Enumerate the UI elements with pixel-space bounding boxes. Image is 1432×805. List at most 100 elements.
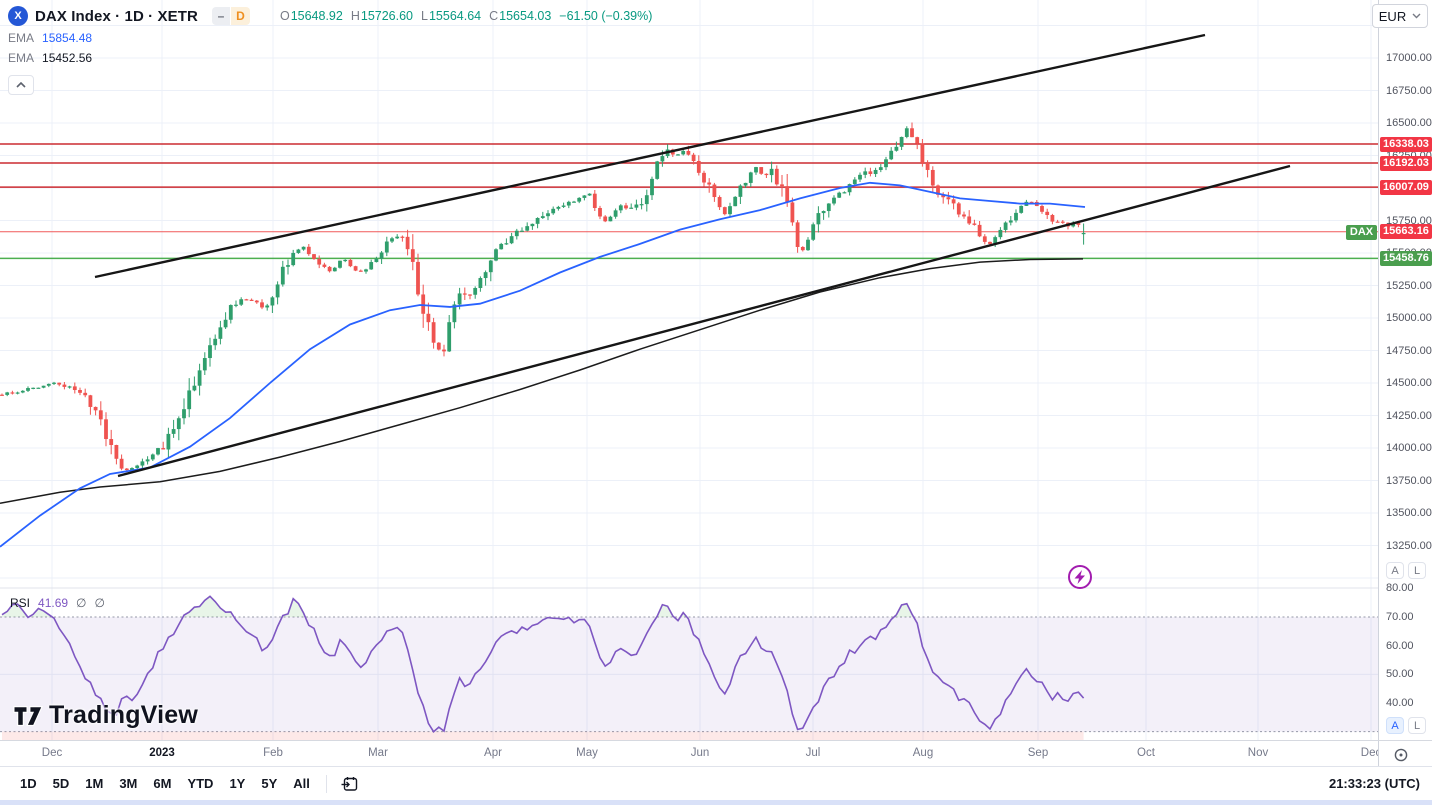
price-tag: 15458.76 (1380, 250, 1432, 266)
close-value: 15654.03 (499, 9, 552, 23)
gear-dot-icon (1394, 748, 1408, 762)
source-interval-badge[interactable]: – D (211, 7, 250, 25)
price-tick: 15750.00 (1386, 214, 1432, 227)
chevron-down-icon (1412, 13, 1421, 19)
grid-group (0, 0, 1378, 740)
bottom-toolbar: 1D 5D 1M 3M 6M YTD 1Y 5Y All 21:33:23 (UTC) (0, 766, 1432, 800)
price-chart-svg[interactable] (0, 0, 1378, 740)
ema-slow-legend[interactable]: EMA 15452.56 (8, 49, 652, 67)
range-button-5Y[interactable]: 5Y (261, 776, 278, 791)
price-tick: 15000.00 (1386, 312, 1432, 324)
main-pane-scale-buttons: A L (1386, 562, 1426, 579)
range-button-1D[interactable]: 1D (20, 776, 37, 791)
ema-slow-label: EMA (8, 51, 35, 65)
rsi-band (0, 617, 1378, 732)
symbol-price-tag: DAX (1346, 225, 1377, 241)
range-button-1M[interactable]: 1M (85, 776, 104, 791)
price-tag: 15663.16 (1380, 224, 1432, 240)
timeline-month-label[interactable]: Oct (1137, 747, 1155, 759)
range-buttons: 1D 5D 1M 3M 6M YTD 1Y 5Y All (14, 773, 320, 794)
ema-fast-value: 15854.48 (42, 31, 93, 45)
main-chart[interactable]: DAX (0, 0, 1378, 740)
range-button-5D[interactable]: 5D (52, 776, 70, 791)
lightning-icon[interactable] (1068, 565, 1092, 589)
currency-selector[interactable]: EUR (1372, 4, 1428, 28)
price-tick: 14500.00 (1386, 377, 1432, 389)
change-value: −61.50 (−0.39%) (559, 9, 653, 23)
rsi-tick: 60.00 (1386, 639, 1414, 652)
timezone-settings-button[interactable] (1391, 745, 1411, 765)
high-value: 15726.60 (360, 9, 414, 23)
rsi-line[interactable] (1, 595, 1085, 733)
range-button-1Y[interactable]: 1Y (229, 776, 246, 791)
price-tick: 14250.00 (1386, 409, 1432, 422)
rsi-tick: 70.00 (1386, 611, 1414, 623)
collapse-legend-button[interactable] (8, 75, 34, 95)
price-tick: 13500.00 (1386, 507, 1432, 519)
time-axis-labels: Dec 2023 Feb Mar Apr May Jun Jul Aug Sep Oct Nov Dec (0, 741, 1378, 767)
high-label: H (350, 9, 360, 23)
time-axis[interactable]: Dec 2023 Feb Mar Apr May Jun Jul Aug Sep Oct Nov Dec (0, 740, 1432, 767)
go-to-date-button[interactable] (337, 773, 363, 795)
timeline-month-label[interactable]: Nov (1247, 747, 1269, 759)
timeline-month-label[interactable]: Jun (690, 747, 710, 759)
timeline-month-label[interactable]: Sep (1027, 747, 1049, 759)
timeline-month-label[interactable]: Feb (263, 747, 283, 759)
timeline-month-label[interactable]: Jul (805, 747, 821, 759)
rsi-auto-scale-button[interactable]: A (1386, 717, 1404, 734)
trendline-upper[interactable] (94, 33, 1206, 279)
timeline-month-label[interactable]: May (576, 747, 598, 759)
price-tick: 17000.00 (1386, 52, 1432, 64)
price-tag: 16338.03 (1380, 136, 1432, 152)
rsi-log-scale-button[interactable]: L (1408, 717, 1426, 734)
symbol-title[interactable]: DAX Index · 1D · XETR (35, 7, 198, 25)
rsi-value: 41.69 (38, 596, 69, 610)
calendar-arrow-icon (341, 776, 358, 791)
price-tick: 14750.00 (1386, 344, 1432, 357)
range-button-3M[interactable]: 3M (119, 776, 138, 791)
timeline-month-label[interactable]: Dec (1360, 747, 1378, 759)
clock[interactable]: 21:33:23 (UTC) (1328, 776, 1420, 791)
interval-badge[interactable]: D (230, 7, 250, 25)
ohlc-values: O 15648.92 H 15726.60 L 15564.64 C 15654.03 … (272, 9, 652, 23)
ema-slow-value: 15452.56 (42, 51, 93, 65)
ema-fast-label: EMA (8, 31, 35, 45)
price-scale[interactable]: A L A L 17000.0016750.0016500.0016250.00… (1378, 0, 1432, 740)
price-tick: 13750.00 (1386, 474, 1432, 487)
ema-slow-line[interactable] (0, 258, 1084, 504)
low-label: L (421, 9, 428, 23)
price-tick: 13250.00 (1386, 539, 1432, 552)
rsi-legend[interactable]: RSI 41.69 ∅ ∅ (10, 596, 105, 610)
rsi-smoothing-empty-1: ∅ (76, 596, 87, 610)
range-button-All[interactable]: All (293, 776, 310, 791)
symbol-logo-icon: X (8, 6, 28, 26)
rsi-tick: 40.00 (1386, 697, 1414, 709)
dash-toggle-icon[interactable]: – (211, 7, 230, 25)
price-tick: 15250.00 (1386, 279, 1432, 292)
tradingview-watermark[interactable]: TradingView (13, 701, 198, 730)
timeline-month-label[interactable]: Apr (484, 747, 502, 759)
price-tag: 16007.09 (1380, 179, 1432, 195)
rsi-pane-scale-buttons: A L (1386, 717, 1426, 734)
price-tick: 16500.00 (1386, 117, 1432, 129)
range-button-YTD[interactable]: YTD (187, 776, 214, 791)
toolbar-separator (325, 774, 327, 793)
timeline-month-label[interactable]: Mar (368, 747, 388, 759)
range-button-6M[interactable]: 6M (153, 776, 172, 791)
log-scale-button[interactable]: L (1408, 562, 1426, 579)
rsi-tick: 80.00 (1386, 582, 1414, 595)
ema-fast-line[interactable] (0, 181, 1086, 548)
timeline-month-label[interactable]: 2023 (149, 747, 175, 759)
auto-scale-button[interactable]: A (1386, 562, 1404, 579)
ema-fast-legend[interactable]: EMA 15854.48 (8, 29, 652, 47)
bottom-accent-strip (0, 800, 1432, 805)
trendline-lower[interactable] (117, 164, 1291, 478)
rsi-smoothing-empty-2: ∅ (94, 596, 105, 610)
timeline-month-label[interactable]: Dec (41, 747, 63, 759)
timeline-month-label[interactable]: Aug (912, 747, 934, 759)
open-value: 15648.92 (290, 9, 343, 23)
rsi-label: RSI (10, 596, 31, 610)
axis-separator (1378, 741, 1379, 767)
